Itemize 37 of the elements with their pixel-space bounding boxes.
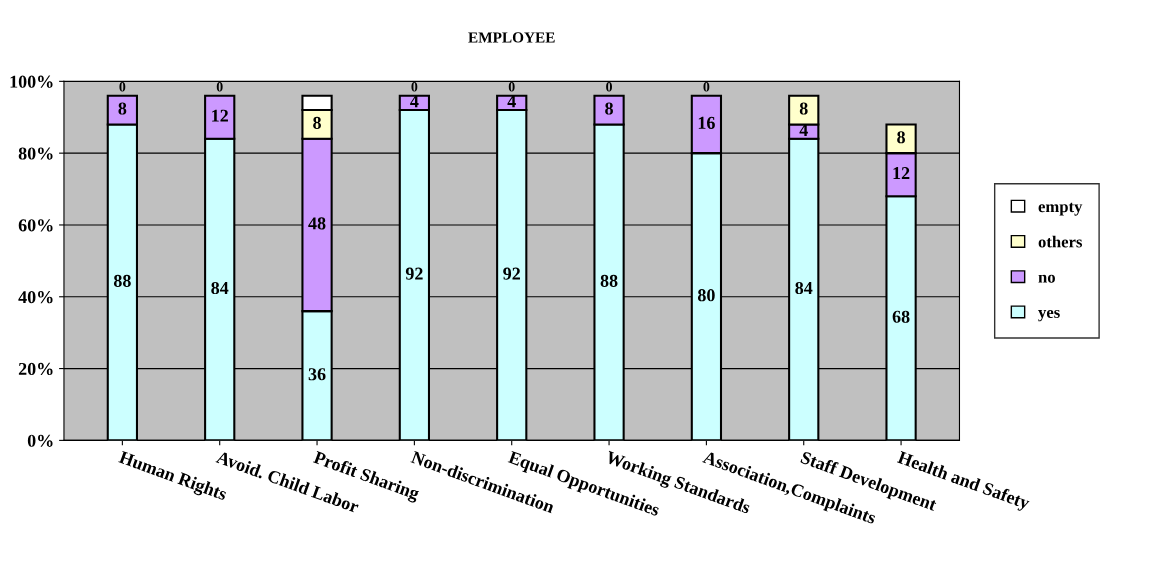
data-label: 84 <box>211 281 229 295</box>
data-label: 80 <box>697 289 715 302</box>
data-label: 12 <box>893 167 910 180</box>
data-label: 4 <box>410 95 419 108</box>
legend-label: empty <box>1038 202 1083 216</box>
data-label: 92 <box>503 267 520 280</box>
y-tick-label: 100% <box>10 75 53 88</box>
data-label: 8 <box>897 131 905 144</box>
chart-title: EMPLOYEE <box>468 32 555 43</box>
data-label: 84 <box>795 281 813 295</box>
data-label: 4 <box>507 95 516 108</box>
data-label: 8 <box>313 116 321 129</box>
data-label: 8 <box>799 102 808 115</box>
data-label: 0 <box>606 82 612 92</box>
data-label: 8 <box>118 102 127 115</box>
y-tick-label: 40% <box>18 291 53 304</box>
data-label: 16 <box>698 116 715 129</box>
data-label: 0 <box>703 82 710 92</box>
data-label: 36 <box>308 368 326 381</box>
y-tick-label: 80% <box>18 147 53 160</box>
data-label: 92 <box>405 267 423 280</box>
data-label: 12 <box>212 109 228 122</box>
data-label: 48 <box>308 217 326 230</box>
data-label: 0 <box>508 82 515 92</box>
y-tick-label: 20% <box>18 362 53 376</box>
legend-label: others <box>1038 235 1083 248</box>
y-tick-label: 60% <box>18 219 53 232</box>
legend-label: no <box>1038 274 1055 283</box>
data-label: 0 <box>119 82 126 92</box>
legend-label: yes <box>1038 309 1060 322</box>
data-label: 0 <box>216 82 223 92</box>
y-tick-label: 0% <box>27 434 53 447</box>
data-label: 8 <box>605 102 613 115</box>
data-label: 68 <box>892 310 910 323</box>
data-label: 88 <box>113 274 131 287</box>
data-label: 0 <box>411 82 418 92</box>
data-label: 88 <box>600 274 618 287</box>
